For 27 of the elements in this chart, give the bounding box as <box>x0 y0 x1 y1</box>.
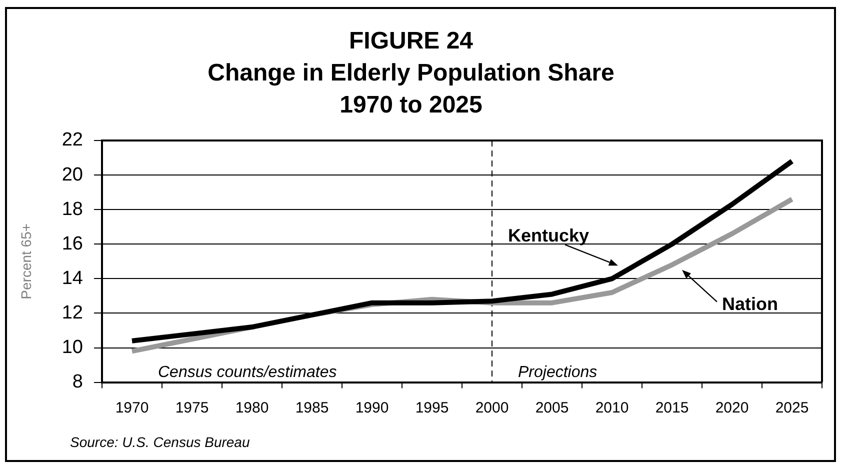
y-axis-title: Percent 65+ <box>18 223 34 300</box>
x-tick-label: 2015 <box>655 399 689 416</box>
annotation: Projections <box>518 364 598 381</box>
y-tick-label: 12 <box>62 302 83 324</box>
x-tick-label: 2000 <box>475 399 509 416</box>
y-tick-label: 20 <box>62 164 83 186</box>
x-tick-label: 1995 <box>415 399 449 416</box>
x-tick-label: 1980 <box>235 399 269 416</box>
source-note: Source: U.S. Census Bureau <box>70 434 250 450</box>
x-tick-label: 1975 <box>175 399 209 416</box>
chart-title: FIGURE 24 Change in Elderly Population Share 1970 to 2025 <box>208 28 614 119</box>
x-tick-label: 2005 <box>535 399 569 416</box>
y-tick-label: 18 <box>62 198 83 220</box>
x-tick-label: 1985 <box>295 399 329 416</box>
y-tick-label: 10 <box>62 336 83 358</box>
x-tick-label: 2020 <box>715 399 749 416</box>
annotation: Census counts/estimates <box>158 364 337 381</box>
y-tick-label: 16 <box>62 233 83 254</box>
x-tick-label: 1990 <box>355 399 389 416</box>
y-tick-label: 22 <box>62 130 83 151</box>
x-tick-label: 1970 <box>115 399 149 416</box>
y-tick-label: 14 <box>62 268 84 289</box>
text: Nation <box>722 294 778 314</box>
x-tick-label: 2010 <box>595 399 629 416</box>
y-tick-label: 8 <box>72 372 83 393</box>
x-tick-label: 2025 <box>775 399 809 416</box>
text: Kentucky <box>508 226 590 246</box>
